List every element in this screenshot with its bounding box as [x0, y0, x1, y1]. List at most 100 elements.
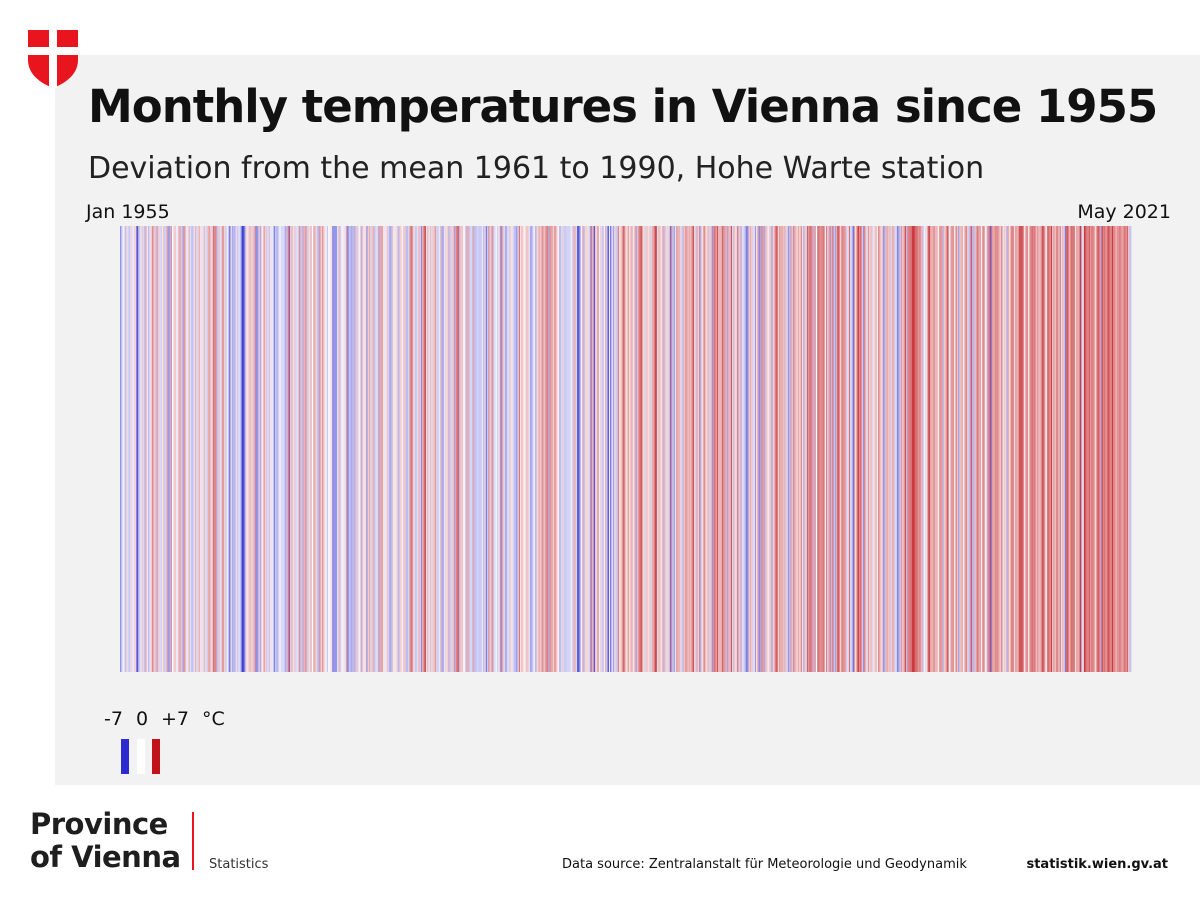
stripe-month — [267, 226, 269, 672]
stripe-month — [751, 226, 753, 672]
stripe-month — [779, 226, 781, 672]
stripe-month — [340, 226, 343, 672]
stripe-month — [770, 226, 772, 672]
stripe-month — [1015, 226, 1017, 672]
stripe-month — [1034, 226, 1036, 672]
stripe-month — [1125, 226, 1128, 672]
stripe-month — [833, 226, 836, 672]
stripe-month — [875, 226, 877, 672]
stripe-month — [678, 226, 681, 672]
stripe-month — [1025, 226, 1027, 672]
stripe-month — [338, 226, 340, 672]
stripe-month — [733, 226, 735, 672]
stripe-month — [470, 226, 472, 672]
stripe-month — [1002, 226, 1004, 672]
stripe-month — [1069, 226, 1072, 672]
brand-line-2: of Vienna — [30, 840, 181, 874]
stripe-month — [963, 226, 965, 672]
stripe-month — [784, 226, 786, 672]
stripe-month — [519, 226, 522, 672]
stripe-month — [1115, 226, 1117, 672]
stripe-month — [500, 226, 503, 672]
stripe-month — [199, 226, 202, 672]
stripe-month — [640, 226, 643, 672]
stripe-month — [545, 226, 547, 672]
stripe-month — [921, 226, 923, 672]
stripe-month — [860, 226, 862, 672]
stripe-month — [659, 226, 662, 672]
stripe-month — [866, 226, 869, 672]
stripe-month — [641, 226, 644, 672]
stripe-month — [511, 226, 513, 672]
stripe-month — [972, 226, 974, 672]
stripe-month — [1106, 226, 1109, 672]
stripe-month — [752, 226, 754, 672]
stripe-month — [951, 226, 954, 672]
stripe-month — [563, 226, 565, 672]
stripe-month — [984, 226, 987, 672]
stripe-month — [834, 226, 837, 672]
stripe-month — [530, 226, 532, 672]
stripe-month — [394, 226, 396, 672]
stripe-month — [320, 226, 323, 672]
stripe-month — [672, 226, 674, 672]
stripe-month — [277, 226, 279, 672]
stripe-month — [669, 226, 672, 672]
brand-subtitle: Statistics — [209, 857, 269, 872]
stripe-month — [549, 226, 551, 672]
stripe-month — [559, 226, 561, 672]
stripe-month — [650, 226, 653, 672]
stripe-month — [389, 226, 391, 672]
stripe-month — [809, 226, 811, 672]
stripe-month — [1040, 226, 1042, 672]
stripe-month — [1111, 226, 1114, 672]
stripe-month — [381, 226, 383, 672]
stripe-month — [274, 226, 277, 672]
stripe-month — [697, 226, 700, 672]
stripe-month — [624, 226, 626, 672]
stripe-month — [211, 226, 213, 672]
stripe-month — [1104, 226, 1106, 672]
stripe-month — [198, 226, 201, 672]
stripe-month — [1101, 226, 1103, 672]
stripe-month — [865, 226, 867, 672]
stripe-month — [547, 226, 550, 672]
stripe-month — [169, 226, 171, 672]
stripe-month — [583, 226, 585, 672]
stripe-month — [485, 226, 488, 672]
stripe-month — [395, 226, 397, 672]
stripe-month — [489, 226, 491, 672]
stripe-month — [544, 226, 546, 672]
stripe-month — [278, 226, 281, 672]
stripe-month — [848, 226, 851, 672]
stripe-month — [436, 226, 438, 672]
stripe-month — [128, 226, 131, 672]
stripe-month — [706, 226, 709, 672]
stripe-month — [194, 226, 197, 672]
stripe-month — [556, 226, 559, 672]
stripe-month — [426, 226, 428, 672]
stripe-month — [1082, 226, 1084, 672]
stripe-month — [721, 226, 724, 672]
stripe-month — [453, 226, 456, 672]
stripe-month — [715, 226, 717, 672]
stripe-month — [1068, 226, 1070, 672]
stripe-month — [667, 226, 669, 672]
stripe-month — [639, 226, 641, 672]
stripe-month — [710, 226, 712, 672]
stripe-month — [1121, 226, 1124, 672]
stripe-month — [732, 226, 734, 672]
stripe-month — [1041, 226, 1044, 672]
stripe-month — [455, 226, 457, 672]
stripe-month — [983, 226, 985, 672]
stripe-month — [709, 226, 711, 672]
website-link[interactable]: statistik.wien.gv.at — [1026, 857, 1168, 872]
stripe-month — [602, 226, 604, 672]
stripe-month — [354, 226, 357, 672]
stripe-month — [1018, 226, 1021, 672]
vienna-coat-of-arms-icon — [28, 30, 78, 88]
warming-stripes-chart — [120, 226, 1132, 672]
stripe-month — [1065, 226, 1068, 672]
stripe-month — [1074, 226, 1077, 672]
stripe-month — [502, 226, 504, 672]
